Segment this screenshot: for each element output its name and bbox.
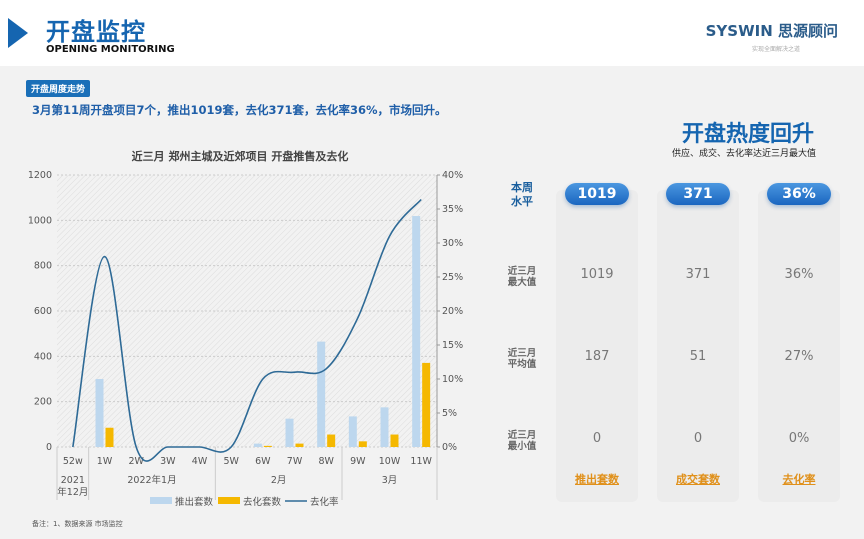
row-label-line: 最小值 — [507, 441, 537, 452]
x-tick: 5W — [223, 456, 239, 467]
bar-supply — [380, 407, 389, 447]
page-subtitle: OPENING MONITORING — [46, 44, 175, 55]
x-tick: 52w — [63, 456, 83, 467]
metric-link[interactable]: 去化率 — [782, 473, 816, 486]
x-tick: 2W — [128, 456, 144, 467]
bar-supply — [253, 443, 262, 447]
play-triangle-icon — [8, 18, 28, 48]
x-group-label: 年12月 — [57, 486, 88, 498]
metric-value: 1019 — [580, 267, 614, 282]
right-title: 开盘热度回升 — [682, 122, 815, 147]
x-group-label: 2022年1月 — [127, 474, 176, 486]
line-rate — [72, 198, 422, 462]
bar-sold — [263, 445, 272, 447]
y-right-tick: 10% — [442, 374, 463, 385]
legend-swatch — [218, 497, 240, 504]
y-right-tick: 20% — [442, 306, 463, 317]
bar-supply — [317, 341, 326, 447]
x-tick: 7W — [287, 456, 303, 467]
y-right-tick: 0% — [442, 442, 457, 453]
bar-sold — [295, 443, 304, 447]
legend-label: 推出套数 — [175, 496, 214, 508]
bar-sold — [358, 441, 367, 447]
x-tick: 9W — [350, 456, 366, 467]
chart-title: 近三月 郑州主城及近郊项目 开盘推售及去化 — [132, 149, 349, 163]
summary-text: 3月第11周开盘项目7个，推出1019套，去化371套，去化率36%，市场回升。 — [32, 103, 447, 117]
y-right-tick: 25% — [442, 272, 463, 283]
row-label-line: 近三月 — [507, 430, 537, 441]
metric-value: 187 — [584, 349, 610, 364]
x-tick: 4W — [192, 456, 208, 467]
metric-column — [657, 190, 739, 502]
y-left-tick: 400 — [34, 351, 52, 362]
row-label-line: 水平 — [511, 195, 533, 208]
logo-slogan: 实现全面解决之道 — [751, 46, 800, 53]
x-tick: 1W — [97, 456, 113, 467]
x-group-label: 2021 — [61, 475, 85, 486]
x-group-label: 2月 — [271, 475, 287, 486]
x-tick: 6W — [255, 456, 271, 467]
current-value-pill: 36% — [767, 183, 831, 205]
current-value-pill: 1019 — [565, 183, 629, 205]
y-right-tick: 5% — [442, 408, 457, 419]
row-label: 近三月 平均值 — [500, 348, 544, 370]
y-right-tick: 35% — [442, 204, 463, 215]
row-label: 近三月 最大值 — [500, 266, 544, 288]
footnote: 备注：1、数据来源 市场监控 — [32, 520, 123, 528]
y-left-tick: 200 — [34, 397, 52, 408]
page-title: 开盘监控 — [46, 18, 146, 46]
row-label-line: 本周 — [511, 181, 533, 194]
bar-supply — [412, 216, 421, 447]
bar-supply — [348, 416, 357, 447]
metric-value: 371 — [685, 267, 711, 282]
legend-label: 去化率 — [310, 496, 339, 508]
row-label-line: 最大值 — [507, 277, 537, 288]
x-group-label: 3月 — [382, 475, 398, 486]
metric-value: 51 — [689, 349, 707, 364]
y-right-tick: 40% — [442, 170, 463, 181]
row-label: 近三月 最小值 — [500, 430, 544, 452]
y-right-tick: 15% — [442, 340, 463, 351]
current-value-pill: 371 — [666, 183, 730, 205]
bar-sold — [390, 434, 399, 447]
y-left-tick: 1000 — [28, 215, 52, 226]
legend-swatch — [150, 497, 172, 504]
legend-label: 去化套数 — [243, 496, 282, 508]
metric-column — [758, 190, 840, 502]
row-label-line: 近三月 — [507, 266, 537, 277]
x-tick: 8W — [318, 456, 334, 467]
row-label: 本周 水平 — [500, 181, 544, 209]
metric-value: 36% — [784, 267, 814, 282]
row-label-line: 近三月 — [507, 348, 537, 359]
metric-value: 27% — [784, 349, 814, 364]
x-tick: 10W — [379, 456, 401, 467]
metric-link[interactable]: 成交套数 — [676, 473, 720, 486]
bar-supply — [95, 379, 104, 447]
metric-value: 0 — [592, 431, 602, 446]
y-right-tick: 30% — [442, 238, 463, 249]
metric-link[interactable]: 推出套数 — [575, 473, 619, 486]
header: 开盘监控 OPENING MONITORING SYSWIN 思源顾问 实现全面… — [0, 0, 864, 66]
x-tick: 3W — [160, 456, 176, 467]
logo: SYSWIN 思源顾问 — [705, 22, 838, 40]
y-left-tick: 1200 — [28, 170, 52, 181]
x-tick: 11W — [410, 456, 432, 467]
y-left-tick: 0 — [46, 442, 52, 453]
bar-sold — [422, 362, 431, 447]
section-tag: 开盘周度走势 — [26, 80, 91, 97]
right-subtitle: 供应、成交、去化率达近三月最大值 — [672, 149, 817, 159]
bar-supply — [285, 418, 294, 447]
bar-sold — [105, 427, 114, 447]
y-left-tick: 600 — [34, 306, 52, 317]
bar-sold — [327, 434, 336, 447]
metric-value: 0 — [693, 431, 703, 446]
metric-column — [556, 190, 638, 502]
y-left-tick: 800 — [34, 261, 52, 272]
row-label-line: 平均值 — [507, 359, 537, 370]
metric-value: 0% — [788, 431, 810, 446]
